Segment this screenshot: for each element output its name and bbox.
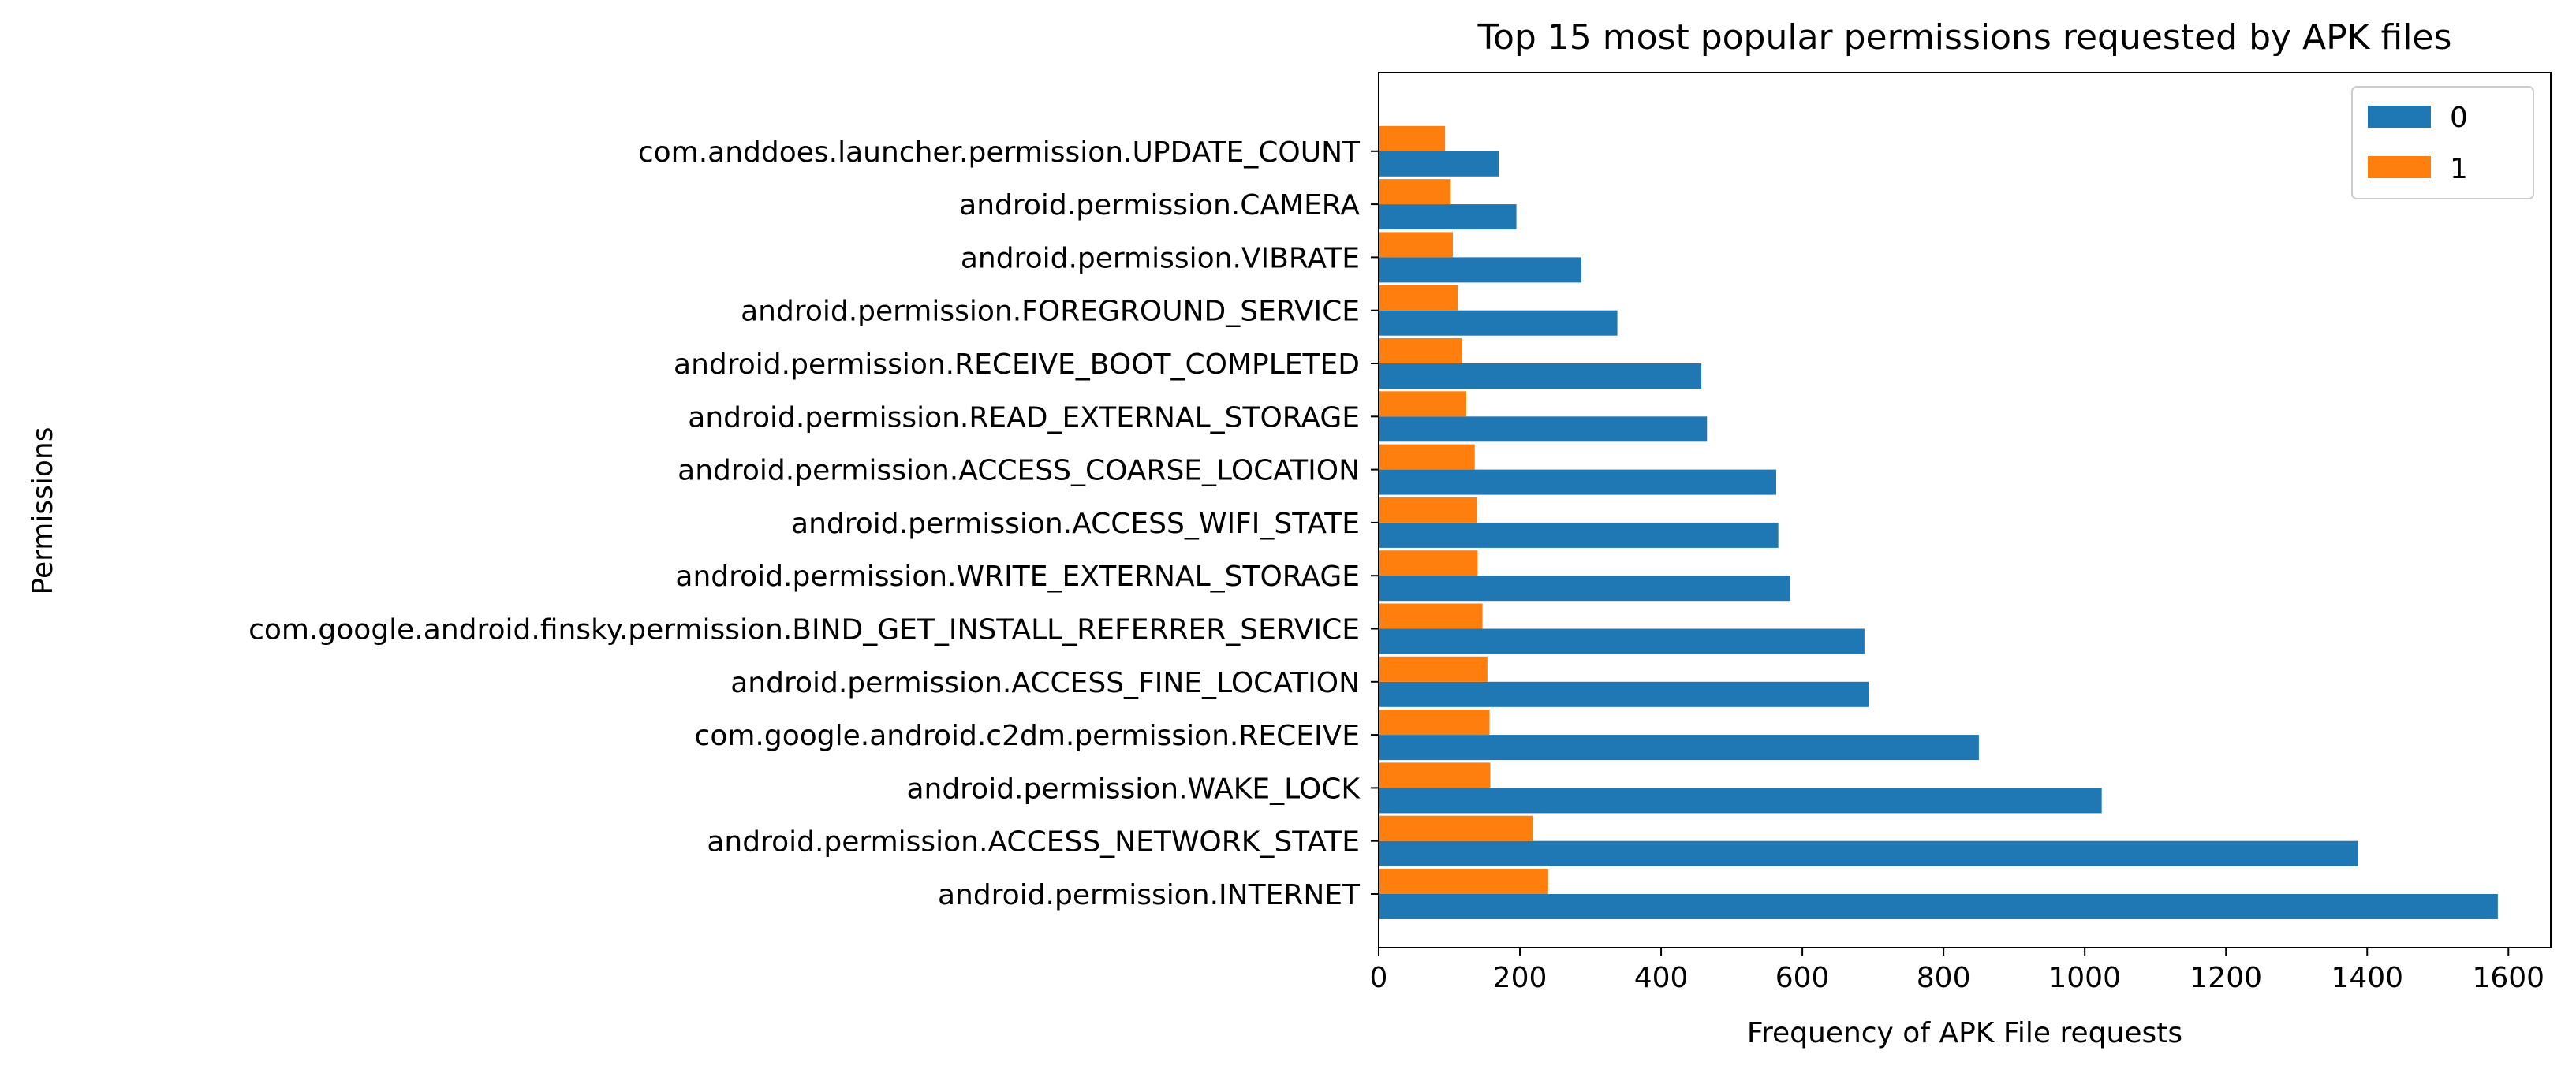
bar-series-1-6 <box>1379 550 1478 576</box>
legend: 0 1 <box>2351 86 2534 199</box>
bar-series-1-3 <box>1379 710 1490 736</box>
y-tick-label-5: com.google.android.finsky.permission.BIN… <box>248 614 1360 646</box>
y-tick-label-0: android.permission.INTERNET <box>938 879 1361 911</box>
bar-series-1-10 <box>1379 338 1462 363</box>
bar-series-1-11 <box>1379 285 1458 311</box>
bar-series-1-2 <box>1379 762 1491 788</box>
y-axis-ticks: android.permission.INTERNET android.permi… <box>248 136 1379 911</box>
y-tick-label-7: android.permission.ACCESS_WIFI_STATE <box>791 508 1360 540</box>
y-tick-label-8: android.permission.ACCESS_COARSE_LOCATIO… <box>678 455 1360 487</box>
bar-series-1-5 <box>1379 603 1483 629</box>
bar-series-0-0 <box>1379 894 2498 919</box>
y-tick-label-11: android.permission.FOREGROUND_SERVICE <box>741 296 1360 328</box>
y-tick-label-9: android.permission.READ_EXTERNAL_STORAGE <box>688 401 1360 434</box>
bar-series-1-4 <box>1379 656 1488 682</box>
bar-series-1-14 <box>1379 125 1446 151</box>
bar-series-0-1 <box>1379 840 2358 866</box>
y-tick-label-10: android.permission.RECEIVE_BOOT_COMPLETE… <box>674 348 1360 381</box>
x-tick-label-5: 1000 <box>2048 962 2121 994</box>
bar-series-0-8 <box>1379 469 1776 495</box>
bar-series-0-9 <box>1379 416 1708 442</box>
x-tick-label-7: 1400 <box>2331 962 2403 994</box>
legend-label-series-1: 1 <box>2450 153 2468 185</box>
x-tick-label-4: 800 <box>1917 962 1971 994</box>
bar-series-0-2 <box>1379 788 2102 814</box>
bar-series-1-8 <box>1379 444 1475 470</box>
bar-series-1-7 <box>1379 497 1477 523</box>
y-tick-label-4: android.permission.ACCESS_FINE_LOCATION <box>730 667 1360 699</box>
y-tick-label-6: android.permission.WRITE_EXTERNAL_STORAG… <box>675 561 1360 593</box>
legend-label-series-0: 0 <box>2450 102 2468 134</box>
x-axis-label: Frequency of APK File requests <box>1747 1017 2182 1049</box>
x-tick-label-2: 400 <box>1634 962 1689 994</box>
bars-layer <box>1379 125 2498 919</box>
bar-series-1-13 <box>1379 179 1451 205</box>
bar-series-0-13 <box>1379 204 1517 230</box>
plot-frame <box>1378 72 2552 948</box>
legend-frame <box>2351 86 2534 199</box>
x-tick-label-1: 200 <box>1493 962 1547 994</box>
bar-series-0-7 <box>1379 522 1779 548</box>
bar-series-1-12 <box>1379 232 1453 258</box>
bar-series-0-4 <box>1379 681 1869 707</box>
bar-series-0-10 <box>1379 363 1702 389</box>
bar-series-0-11 <box>1379 310 1618 336</box>
legend-swatch-series-1 <box>2368 156 2431 178</box>
y-axis-label: Permissions <box>27 427 59 595</box>
chart-title: Top 15 most popular permissions requeste… <box>1477 17 2452 58</box>
y-tick-label-14: com.anddoes.launcher.permission.UPDATE_C… <box>638 136 1361 169</box>
bar-series-1-9 <box>1379 391 1467 417</box>
x-axis-ticks: 0 200 400 600 800 1000 1200 1400 1600 <box>1370 948 2544 994</box>
bar-series-0-14 <box>1379 151 1499 177</box>
y-tick-label-3: com.google.android.c2dm.permission.RECEI… <box>695 720 1360 752</box>
bar-series-0-5 <box>1379 628 1865 654</box>
y-tick-label-12: android.permission.VIBRATE <box>961 242 1360 274</box>
bar-series-1-0 <box>1379 869 1548 894</box>
x-tick-label-0: 0 <box>1370 962 1388 994</box>
bar-series-0-12 <box>1379 257 1581 283</box>
y-tick-label-1: android.permission.ACCESS_NETWORK_STATE <box>707 826 1360 859</box>
bar-series-0-6 <box>1379 576 1790 602</box>
bar-series-0-3 <box>1379 735 1979 761</box>
x-tick-label-8: 1600 <box>2472 962 2544 994</box>
x-tick-label-3: 600 <box>1775 962 1830 994</box>
bar-series-1-1 <box>1379 815 1533 841</box>
x-tick-label-6: 1200 <box>2190 962 2262 994</box>
y-tick-label-13: android.permission.CAMERA <box>959 189 1360 222</box>
legend-swatch-series-0 <box>2368 106 2431 128</box>
y-tick-label-2: android.permission.WAKE_LOCK <box>906 773 1361 805</box>
